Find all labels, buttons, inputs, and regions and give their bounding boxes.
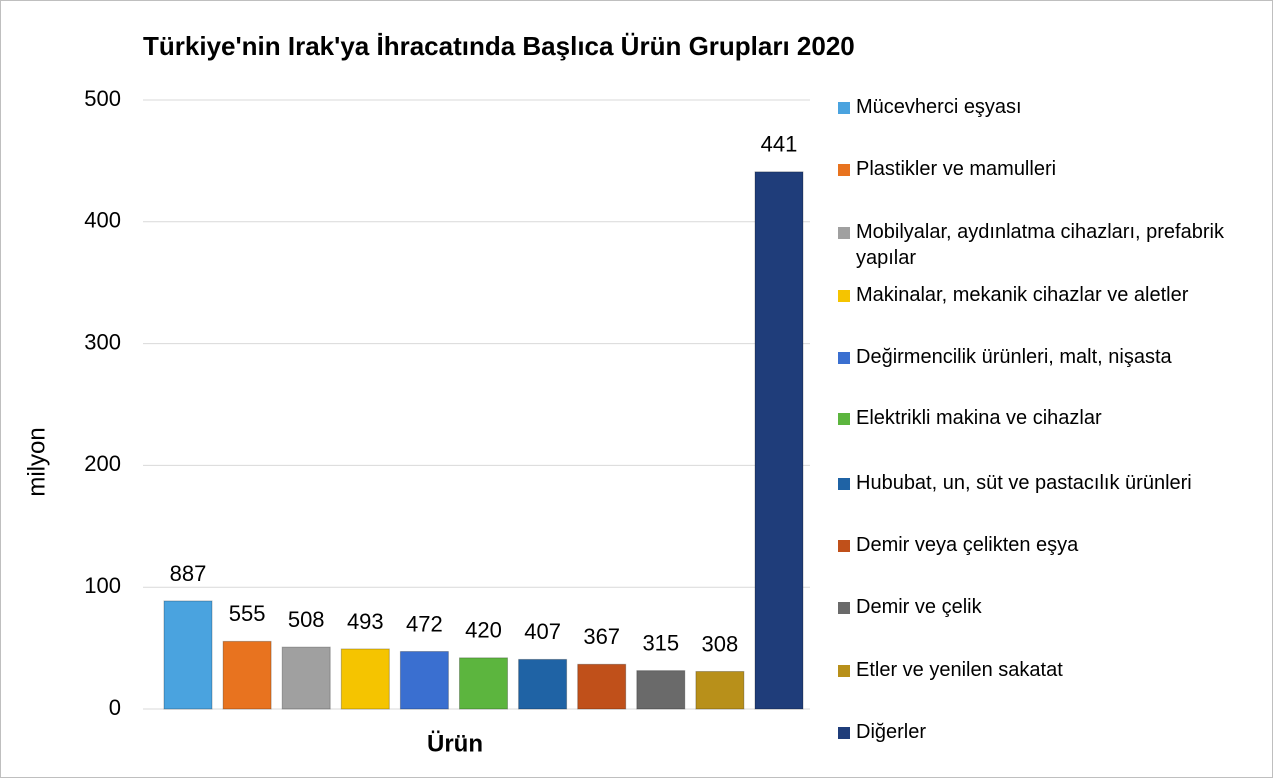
legend-label: Mücevherci eşyası bbox=[856, 96, 1022, 118]
legend-item: Mobilyalar, aydınlatma cihazları, prefab… bbox=[838, 219, 1258, 271]
legend-swatch bbox=[838, 602, 850, 614]
legend-swatch bbox=[838, 413, 850, 425]
data-label: 407 bbox=[524, 619, 561, 644]
legend-label: Demir ve çelik bbox=[856, 596, 982, 618]
legend-item: Makinalar, mekanik cihazlar ve aletler bbox=[838, 282, 1258, 308]
legend-item: Mücevherci eşyası bbox=[838, 94, 1258, 120]
legend-item: Demir veya çelikten eşya bbox=[838, 532, 1258, 558]
x-axis-label: Ürün bbox=[427, 730, 483, 757]
legend-swatch bbox=[838, 540, 850, 552]
data-label: 472 bbox=[406, 611, 443, 636]
legend-swatch bbox=[838, 352, 850, 364]
legend-item: Değirmencilik ürünleri, malt, nişasta bbox=[838, 344, 1258, 370]
legend-swatch bbox=[838, 227, 850, 239]
data-label: 441 bbox=[761, 132, 798, 157]
y-axis-label: milyon bbox=[23, 427, 50, 496]
data-label: 367 bbox=[583, 624, 620, 649]
legend-label: Hububat, un, süt ve pastacılık ürünleri bbox=[856, 472, 1192, 494]
legend-label: Etler ve yenilen sakatat bbox=[856, 659, 1063, 681]
legend-swatch bbox=[838, 478, 850, 490]
legend-item: Hububat, un, süt ve pastacılık ürünleri bbox=[838, 470, 1258, 496]
legend-label: Demir veya çelikten eşya bbox=[856, 534, 1079, 556]
bar bbox=[281, 646, 331, 710]
bar bbox=[163, 600, 213, 710]
data-label: 555 bbox=[229, 601, 266, 626]
bar bbox=[459, 657, 508, 710]
legend-label: Makinalar, mekanik cihazlar ve aletler bbox=[856, 284, 1189, 306]
legend-swatch bbox=[838, 290, 850, 302]
legend-label: Elektrikli makina ve cihazlar bbox=[856, 407, 1102, 429]
y-tick-label: 0 bbox=[109, 695, 121, 720]
legend-swatch bbox=[838, 164, 850, 176]
legend-item: Diğerler bbox=[838, 719, 1258, 745]
bar bbox=[754, 171, 804, 710]
bar bbox=[222, 640, 272, 710]
data-label: 508 bbox=[288, 607, 325, 632]
legend-label: Değirmencilik ürünleri, malt, nişasta bbox=[856, 346, 1172, 368]
bar bbox=[399, 651, 449, 710]
y-tick-label: 100 bbox=[84, 573, 121, 598]
chart-title: Türkiye'nin Irak'ya İhracatında Başlıca … bbox=[143, 31, 855, 61]
legend-swatch bbox=[838, 665, 850, 677]
legend-label: Plastikler ve mamulleri bbox=[856, 158, 1057, 180]
data-label: 887 bbox=[170, 561, 207, 586]
legend-label: Mobilyalar, aydınlatma cihazları, prefab… bbox=[856, 221, 1224, 269]
data-label: 420 bbox=[465, 618, 502, 643]
bar bbox=[636, 670, 686, 710]
legend-item: Demir ve çelik bbox=[838, 594, 1258, 620]
legend-swatch bbox=[838, 727, 850, 739]
y-tick-label: 400 bbox=[84, 208, 121, 233]
legend-item: Etler ve yenilen sakatat bbox=[838, 657, 1258, 683]
legend-item: Elektrikli makina ve cihazlar bbox=[838, 405, 1258, 431]
data-label: 493 bbox=[347, 609, 384, 634]
bar bbox=[695, 670, 745, 710]
legend-swatch bbox=[838, 102, 850, 114]
data-label: 315 bbox=[642, 630, 679, 655]
bar bbox=[577, 663, 627, 710]
legend-label: Diğerler bbox=[856, 721, 927, 743]
y-tick-label: 200 bbox=[84, 451, 121, 476]
legend-item: Plastikler ve mamulleri bbox=[838, 156, 1258, 182]
bar bbox=[518, 658, 568, 710]
y-tick-label: 500 bbox=[84, 86, 121, 111]
bar bbox=[340, 648, 390, 710]
y-tick-label: 300 bbox=[84, 329, 121, 354]
data-label: 308 bbox=[702, 631, 739, 656]
